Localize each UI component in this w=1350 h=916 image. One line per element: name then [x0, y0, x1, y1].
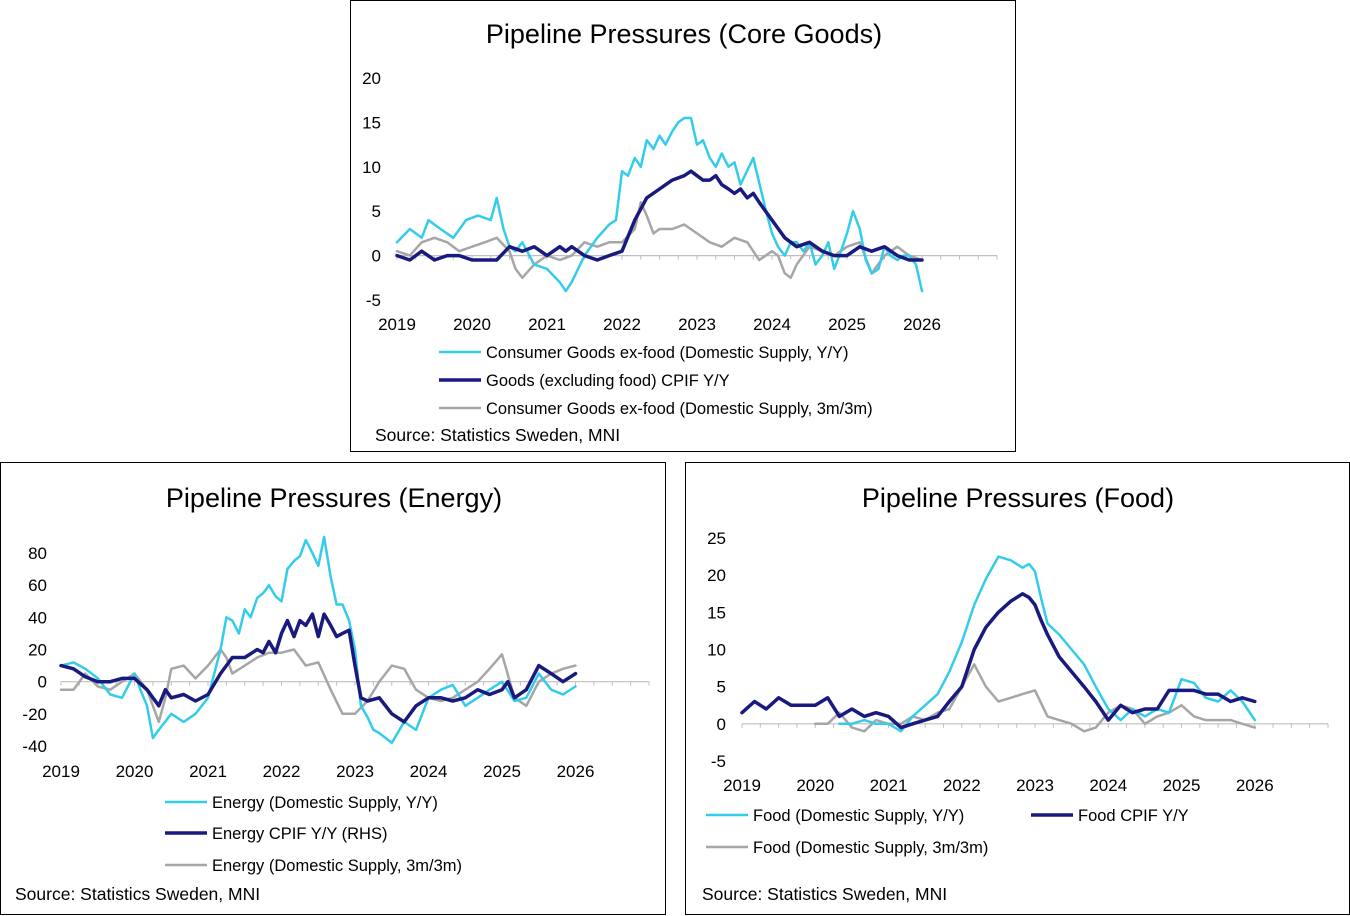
y-tick-label: 5: [717, 678, 726, 697]
x-tick-label: 2020: [453, 315, 491, 334]
x-tick-label: 2021: [528, 315, 566, 334]
x-tick-label: 2025: [483, 762, 521, 781]
y-tick-label: -40: [22, 737, 47, 756]
y-tick-label: 20: [707, 566, 726, 585]
chart-title: Pipeline Pressures (Food): [862, 483, 1174, 513]
x-tick-label: 2023: [1016, 776, 1054, 795]
y-tick-label: 20: [362, 69, 381, 88]
y-tick-label: -5: [711, 752, 726, 771]
x-tick-label: 2024: [753, 315, 791, 334]
plot-area: 80 60 40 20 0 -20 -40 2019 2020 2021 2022 2023 2024 2…: [22, 535, 650, 781]
y-tick-label: 10: [707, 641, 726, 660]
legend: Consumer Goods ex-food (Domestic Supply,…: [439, 344, 873, 418]
legend-label-ds-yy: Food (Domestic Supply, Y/Y): [753, 807, 964, 825]
x-tick-label: 2022: [603, 315, 641, 334]
y-tick-label: 20: [28, 641, 47, 660]
y-tick-label: 0: [717, 715, 726, 734]
y-tick-label: 5: [372, 202, 381, 221]
y-tick-label: -20: [22, 705, 47, 724]
chart-panel-energy: Pipeline Pressures (Energy) 80 60 40 20 0 -20…: [0, 462, 666, 915]
y-tick-label: 10: [362, 158, 381, 177]
chart-title: Pipeline Pressures (Core Goods): [486, 19, 882, 49]
legend: Food (Domestic Supply, Y/Y) Food CPIF Y/…: [706, 807, 1189, 857]
legend-label-ds-3m3m: Consumer Goods ex-food (Domestic Supply,…: [486, 400, 873, 418]
series-line-ds-yy: [838, 555, 1257, 733]
series-line-ds-yy: [59, 535, 577, 745]
x-tick-label: 2022: [943, 776, 981, 795]
series-line-ds-3m3m: [59, 648, 577, 724]
y-tick-label: 60: [28, 576, 47, 595]
source-note: Source: Statistics Sweden, MNI: [702, 884, 947, 904]
x-tick-label: 2023: [678, 315, 716, 334]
x-tick-label: 2026: [903, 315, 941, 334]
series-line-ds-3m3m: [395, 201, 924, 280]
plot-area: 25 20 15 10 5 0 -5 2019 2020 2021 2022 2023 2024 2025…: [707, 529, 1329, 795]
y-tick-label: 40: [28, 608, 47, 627]
chart-core-goods: Pipeline Pressures (Core Goods) 20 15 10 5 0…: [362, 19, 998, 445]
legend: Energy (Domestic Supply, Y/Y) Energy CPI…: [165, 794, 462, 875]
y-tick-label: -5: [366, 291, 381, 310]
x-tick-label: 2022: [263, 762, 301, 781]
y-tick-label: 0: [372, 247, 381, 266]
source-note: Source: Statistics Sweden, MNI: [375, 425, 620, 445]
x-tick-label: 2024: [1089, 776, 1127, 795]
x-tick-label: 2020: [796, 776, 834, 795]
series-line-ds-3m3m: [814, 663, 1257, 733]
series-line-cpif: [740, 592, 1257, 730]
series-line-ds-yy: [395, 116, 924, 293]
y-tick-label: 0: [38, 673, 47, 692]
y-tick-label: 80: [28, 544, 47, 563]
x-tick-label: 2019: [723, 776, 761, 795]
source-note: Source: Statistics Sweden, MNI: [15, 884, 260, 904]
chart-energy: Pipeline Pressures (Energy) 80 60 40 20 0 -20…: [15, 483, 650, 904]
x-tick-label: 2026: [557, 762, 595, 781]
chart-food: Pipeline Pressures (Food) 25 20 15 10 5 0 -5 20…: [702, 483, 1329, 904]
legend-label-cpif: Food CPIF Y/Y: [1078, 807, 1189, 825]
x-tick-label: 2021: [189, 762, 227, 781]
x-tick-label: 2021: [870, 776, 908, 795]
x-tick-label: 2019: [42, 762, 80, 781]
legend-label-ds-3m3m: Energy (Domestic Supply, 3m/3m): [212, 857, 462, 875]
x-tick-label: 2020: [116, 762, 154, 781]
y-tick-label: 15: [707, 603, 726, 622]
x-tick-label: 2023: [336, 762, 374, 781]
x-tick-label: 2024: [410, 762, 448, 781]
x-tick-label: 2026: [1236, 776, 1274, 795]
legend-label-ds-yy: Consumer Goods ex-food (Domestic Supply,…: [486, 344, 849, 362]
series-line-cpif: [395, 169, 924, 262]
y-tick-label: 15: [362, 113, 381, 132]
legend-label-ds-3m3m: Food (Domestic Supply, 3m/3m): [753, 839, 988, 857]
x-tick-label: 2019: [378, 315, 416, 334]
y-tick-label: 25: [707, 529, 726, 548]
chart-title: Pipeline Pressures (Energy): [166, 483, 502, 513]
chart-panel-core-goods: Pipeline Pressures (Core Goods) 20 15 10 5 0…: [350, 0, 1016, 452]
series-line-cpif: [59, 612, 578, 724]
x-tick-label: 2025: [1163, 776, 1201, 795]
legend-label-cpif: Energy CPIF Y/Y (RHS): [212, 825, 387, 843]
legend-label-ds-yy: Energy (Domestic Supply, Y/Y): [212, 794, 438, 812]
chart-panel-food: Pipeline Pressures (Food) 25 20 15 10 5 0 -5 20…: [685, 462, 1350, 915]
plot-area: 20 15 10 5 0 -5 2019 2020 2021 2022 2023 2024 2025 20…: [362, 69, 998, 334]
x-tick-label: 2025: [828, 315, 866, 334]
legend-label-cpif: Goods (excluding food) CPIF Y/Y: [486, 372, 730, 390]
